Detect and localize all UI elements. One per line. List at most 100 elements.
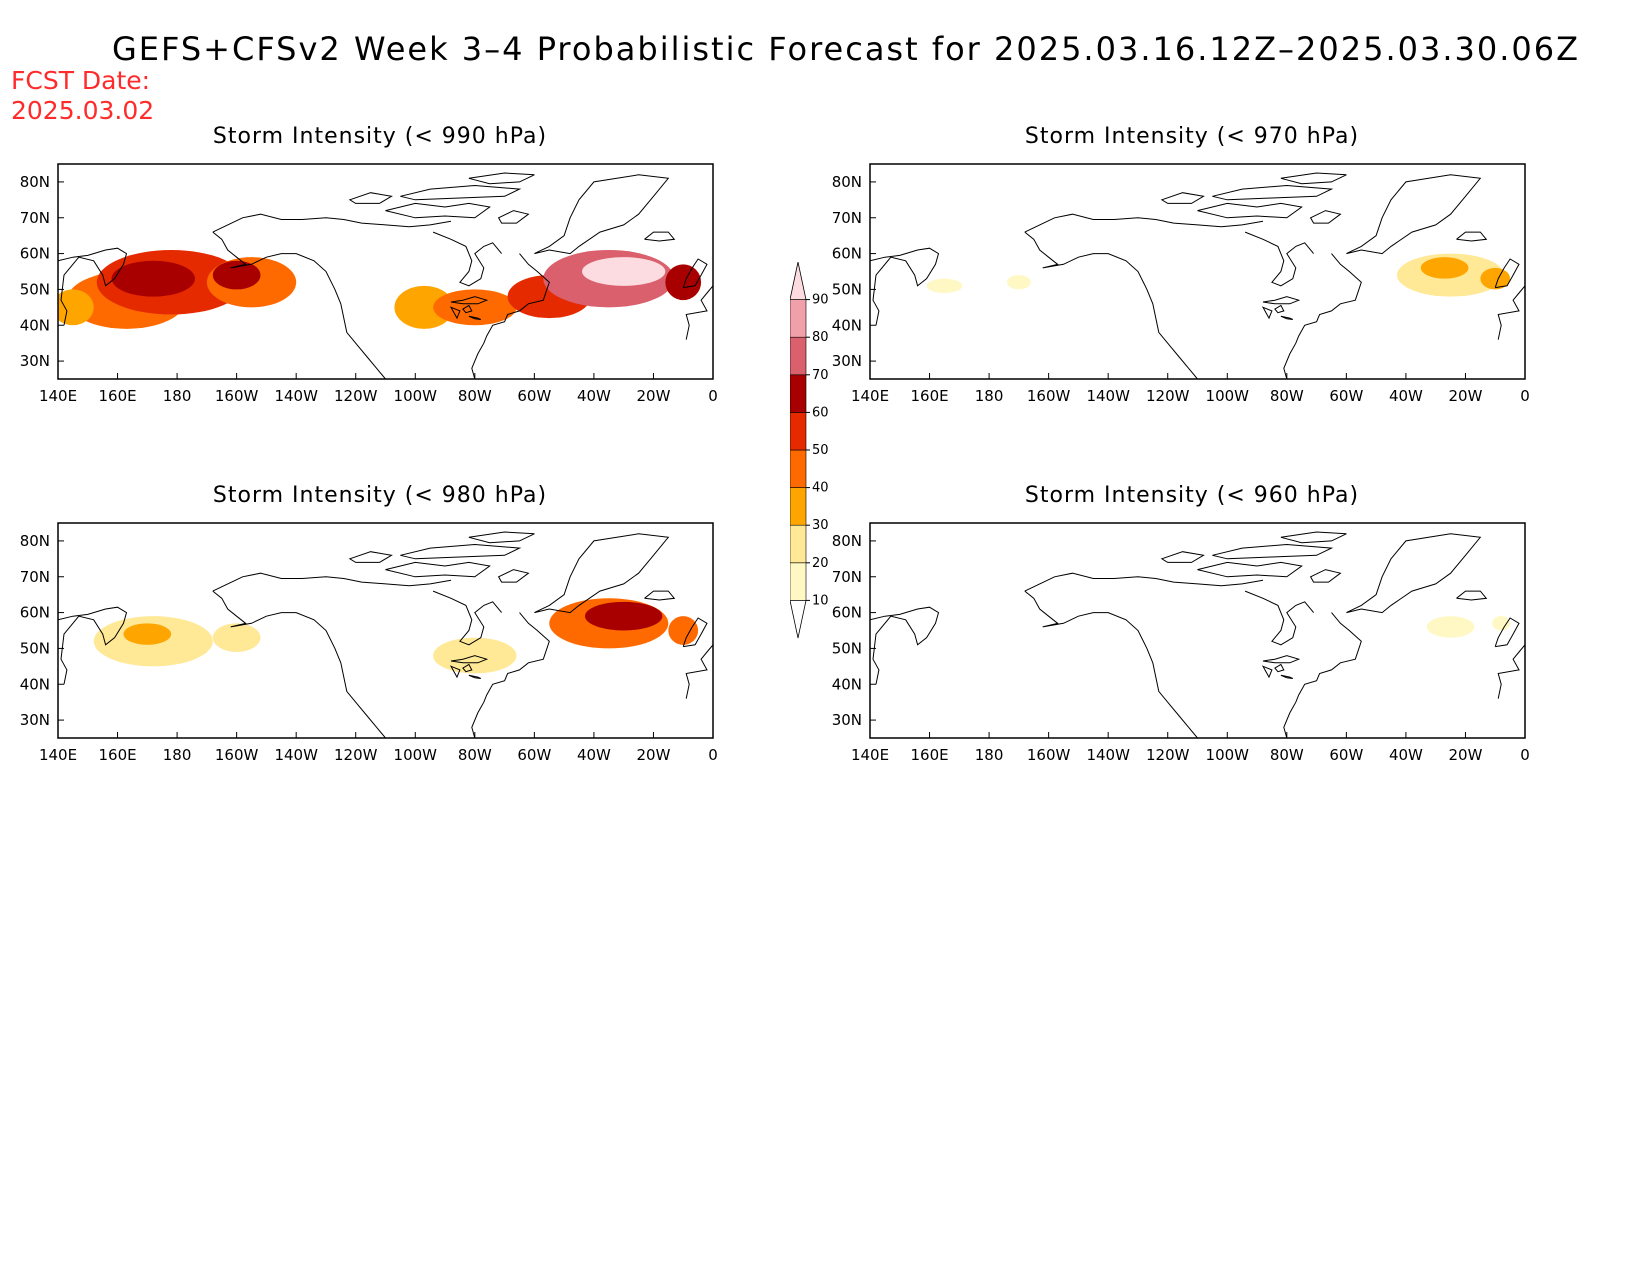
panel-title-970hpa: Storm Intensity (< 970 hPa)	[1024, 124, 1360, 149]
x-tick-label: 120W	[334, 387, 378, 405]
colorbar-low-wedge	[790, 599, 807, 639]
coastline	[1309, 210, 1342, 224]
y-tick-label: 70N	[20, 209, 50, 227]
y-tick-label: 40N	[20, 316, 50, 334]
colorbar-label: 90	[812, 293, 829, 308]
coastline	[1494, 617, 1520, 648]
map-content: 140E 160E 180 160W 140W 120W 100W 80W 60W 40W 20W 0…	[20, 163, 718, 405]
x-tick-label: 160W	[215, 387, 259, 405]
coastline	[497, 210, 530, 224]
coastline	[385, 561, 491, 578]
x-tick-label: 20W	[636, 746, 670, 764]
coastline	[212, 590, 386, 738]
x-tick-label: 140W	[1086, 387, 1130, 405]
x-tick-label: 140W	[274, 387, 318, 405]
coastline	[1261, 665, 1273, 679]
x-tick-label: 40W	[577, 387, 611, 405]
coastline	[870, 247, 940, 326]
coastline	[644, 231, 676, 242]
y-tick-label: 50N	[20, 639, 50, 657]
panel-970hpa: Storm Intensity (< 970 hPa) 140E 160E 180 1…	[812, 124, 1572, 454]
map-960hpa: 140E 160E 180 160W 140W 120W 100W 80W 60W 40W 20W 0…	[832, 522, 1530, 764]
colorbar-label: 60	[812, 405, 829, 420]
panel-980hpa: Storm Intensity (< 980 hPa) 140E 160E 180 1…	[0, 483, 760, 813]
x-tick-label: 100W	[394, 387, 438, 405]
map-frame	[869, 522, 1526, 739]
colorbar-swatch	[790, 299, 807, 338]
coastline	[1160, 551, 1205, 563]
coastline	[348, 551, 393, 563]
y-tick-label: 60N	[832, 245, 862, 263]
coastline	[1262, 296, 1301, 305]
coastline	[450, 296, 489, 305]
probability-region	[111, 260, 195, 297]
colorbar-label: 30	[812, 518, 829, 533]
panel-title-990hpa: Storm Intensity (< 990 hPa)	[212, 124, 548, 149]
y-tick-label: 50N	[832, 280, 862, 298]
map-990hpa: 140E 160E 180 160W 140W 120W 100W 80W 60W 40W 20W 0…	[20, 163, 718, 405]
coastline	[432, 231, 502, 287]
coastline	[1024, 213, 1264, 233]
x-tick-label: 0	[1520, 387, 1530, 405]
x-tick-label: 20W	[636, 387, 670, 405]
colorbar-label: 50	[812, 443, 829, 458]
probability-region	[1006, 275, 1031, 290]
coastline	[1456, 590, 1488, 601]
coastline	[58, 606, 128, 685]
x-tick-label: 120W	[1146, 746, 1190, 764]
coastline	[449, 665, 461, 679]
x-tick-label: 140W	[274, 746, 318, 764]
coastline	[1497, 285, 1525, 340]
coastline	[1262, 655, 1301, 664]
colorbar-swatch	[790, 562, 807, 601]
y-tick-label: 60N	[832, 604, 862, 622]
forecast-date-value: 2025.03.02	[11, 96, 155, 125]
coastline	[1024, 572, 1264, 592]
probability-region	[665, 264, 702, 301]
coastline	[1197, 202, 1303, 219]
y-tick-label: 30N	[832, 711, 862, 729]
colorbar-label: 70	[812, 368, 829, 383]
x-tick-label: 0	[708, 387, 718, 405]
y-tick-label: 40N	[832, 316, 862, 334]
coastline	[400, 543, 522, 560]
probability-region	[668, 616, 699, 645]
x-tick-label: 60W	[1329, 387, 1363, 405]
y-tick-label: 70N	[832, 209, 862, 227]
x-tick-label: 60W	[1329, 746, 1363, 764]
probability-region	[1426, 616, 1475, 638]
colorbar-label: 40	[812, 481, 829, 496]
y-tick-label: 80N	[20, 532, 50, 550]
coastline	[1261, 306, 1273, 320]
probability-region	[123, 623, 172, 645]
coastline	[1244, 231, 1314, 287]
coastline	[471, 253, 550, 379]
colorbar-swatch	[790, 412, 807, 451]
x-tick-label: 80W	[458, 746, 492, 764]
y-tick-label: 70N	[20, 568, 50, 586]
x-tick-label: 160W	[1027, 387, 1071, 405]
map-frame	[57, 522, 714, 739]
coastline	[400, 184, 522, 201]
coastline	[212, 213, 452, 233]
x-tick-label: 100W	[1206, 387, 1250, 405]
coastline	[644, 590, 676, 601]
probability-region	[58, 289, 94, 326]
x-tick-label: 20W	[1448, 746, 1482, 764]
coastline	[348, 192, 393, 204]
coastline	[497, 569, 530, 583]
map-content: 140E 160E 180 160W 140W 120W 100W 80W 60W 40W 20W 0…	[20, 522, 718, 764]
coastline	[432, 590, 502, 646]
x-tick-label: 180	[163, 387, 192, 405]
coastline	[468, 315, 482, 320]
coastline	[468, 531, 535, 544]
y-tick-label: 80N	[832, 173, 862, 191]
coastline	[1212, 543, 1334, 560]
x-tick-label: 160W	[215, 746, 259, 764]
x-tick-label: 160E	[910, 387, 948, 405]
coastline	[1280, 172, 1347, 185]
panel-title-960hpa: Storm Intensity (< 960 hPa)	[1024, 483, 1360, 508]
y-tick-label: 30N	[20, 711, 50, 729]
y-tick-label: 30N	[20, 352, 50, 370]
coastline	[685, 644, 713, 699]
